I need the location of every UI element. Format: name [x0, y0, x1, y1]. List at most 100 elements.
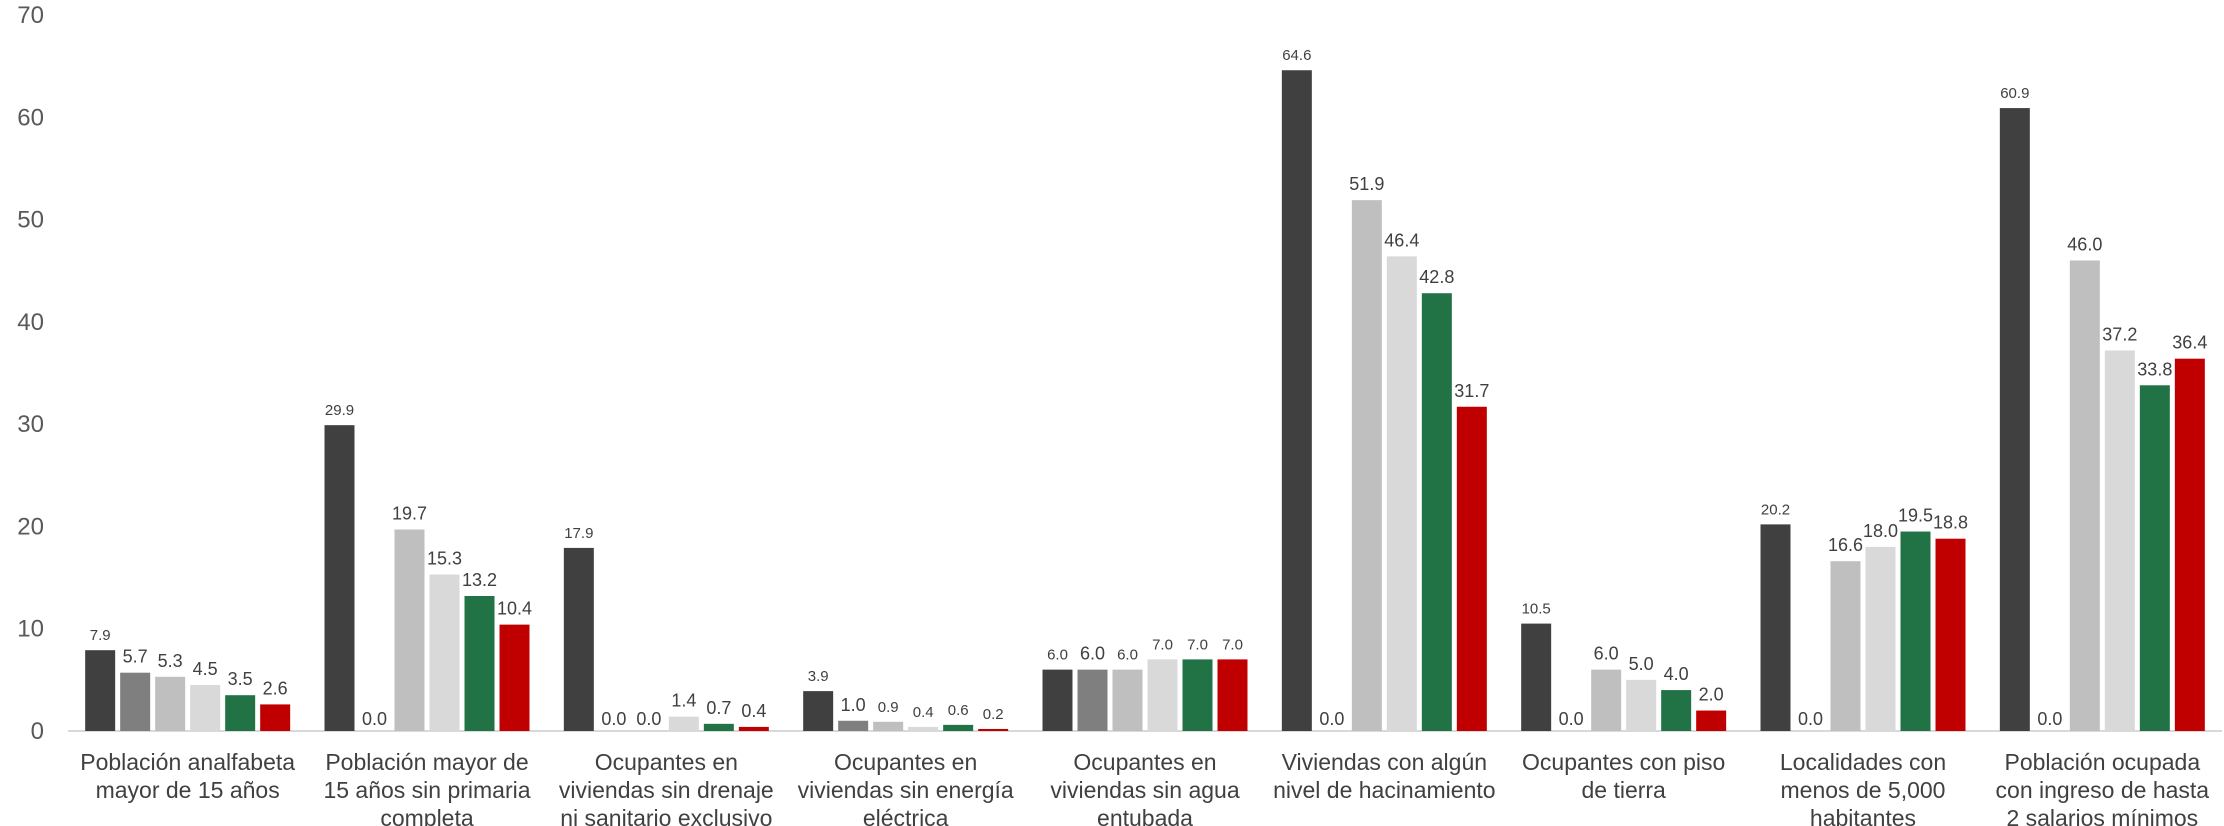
category-label: Población mayor de 15 años sin primaria co… [323, 749, 530, 826]
bar [499, 624, 530, 731]
data-label: 20.2 [1761, 501, 1790, 518]
bars [85, 70, 2205, 732]
data-label: 5.3 [158, 651, 183, 671]
data-label: 6.0 [1117, 647, 1138, 664]
data-label: 0.0 [1559, 709, 1584, 729]
category-label: Población analfabeta mayor de 15 años [80, 749, 295, 803]
category-label-line: completa [380, 805, 474, 826]
bar [1591, 669, 1622, 731]
bar [1281, 70, 1312, 732]
data-label: 64.6 [1282, 47, 1311, 64]
bar [394, 529, 425, 731]
data-label: 6.0 [1047, 647, 1068, 664]
data-label: 0.9 [878, 699, 899, 716]
data-label: 42.8 [1419, 267, 1454, 287]
bar [1935, 538, 1966, 731]
y-tick-label: 10 [17, 616, 44, 643]
bar [943, 724, 974, 731]
category-label-line: viviendas sin drenaje [559, 777, 774, 803]
bar [703, 723, 734, 731]
data-label: 18.8 [1933, 513, 1968, 533]
data-label: 17.9 [564, 525, 593, 542]
bar [1661, 690, 1692, 731]
data-label: 18.0 [1863, 521, 1898, 541]
bar [1182, 659, 1213, 731]
data-label: 19.7 [392, 503, 427, 523]
bar [1147, 659, 1178, 731]
bar [1217, 659, 1248, 731]
category-label-line: Ocupantes en [1073, 749, 1216, 775]
y-axis: 0 10 20 30 40 50 60 70 [17, 2, 44, 745]
category-label-line: Ocupantes en [834, 749, 977, 775]
bar [2069, 260, 2100, 731]
data-label: 46.4 [1384, 230, 1419, 250]
bar [1830, 561, 1861, 731]
data-label: 0.0 [2037, 709, 2062, 729]
data-label: 7.0 [1152, 636, 1173, 653]
category-label-line: de tierra [1581, 777, 1666, 803]
data-label: 15.3 [427, 549, 462, 569]
data-label: 7.9 [90, 627, 111, 644]
bar [190, 684, 221, 731]
y-tick-label: 50 [17, 207, 44, 234]
data-label: 1.0 [841, 695, 866, 715]
bar [1386, 256, 1417, 731]
bar [873, 721, 904, 731]
bar [464, 595, 495, 731]
bar [838, 720, 869, 731]
bar [1112, 669, 1143, 731]
bar [260, 704, 291, 731]
data-label: 5.7 [123, 647, 148, 667]
category-label-line: viviendas sin energía [798, 777, 1014, 803]
category-label-line: Localidades con [1780, 749, 1946, 775]
data-label: 4.5 [193, 659, 218, 679]
bar [1865, 546, 1896, 731]
data-label: 3.5 [228, 669, 253, 689]
bar [803, 691, 834, 731]
category-label: Ocupantes en viviendas sin agua entubada [1050, 749, 1239, 826]
y-tick-label: 30 [17, 411, 44, 438]
data-label: 33.8 [2137, 359, 2172, 379]
y-tick-label: 20 [17, 513, 44, 540]
data-label: 0.2 [983, 706, 1004, 723]
data-label: 37.2 [2102, 324, 2137, 344]
category-label: Población ocupada con ingreso de hasta 2 s… [1996, 749, 2210, 826]
bar [1999, 108, 2030, 731]
bar [1351, 200, 1382, 731]
category-label-line: menos de 5,000 [1781, 777, 1946, 803]
data-label: 0.0 [601, 709, 626, 729]
category-label: Ocupantes en viviendas sin energía eléctri… [798, 749, 1014, 826]
category-label: Viviendas con algún nivel de hacinamiento [1273, 749, 1495, 803]
category-label-line: nivel de hacinamiento [1273, 777, 1495, 803]
data-label: 1.4 [671, 691, 696, 711]
category-label-line: Ocupantes con piso [1522, 749, 1725, 775]
x-axis-categories: Población analfabeta mayor de 15 años Pobl… [80, 749, 2209, 826]
category-label-line: 2 salarios mínimos [2006, 805, 2198, 826]
data-label: 60.9 [2000, 85, 2029, 102]
y-tick-label: 0 [31, 718, 44, 745]
category-label-line: habitantes [1810, 805, 1916, 826]
bar [2139, 385, 2170, 731]
bar [1696, 710, 1727, 731]
data-label: 29.9 [325, 402, 354, 419]
category-label-line: Población mayor de [325, 749, 528, 775]
bar [85, 650, 116, 731]
category-label: Ocupantes en viviendas sin drenaje ni sani… [559, 749, 774, 826]
bar [225, 695, 256, 731]
bar [668, 716, 699, 731]
data-label: 0.0 [1319, 709, 1344, 729]
data-label: 16.6 [1828, 535, 1863, 555]
data-label: 6.0 [1080, 644, 1105, 664]
category-label-line: ni sanitario exclusivo [560, 805, 772, 826]
data-label: 2.6 [263, 678, 288, 698]
data-label: 3.9 [808, 668, 829, 685]
data-label: 0.7 [706, 698, 731, 718]
bar [2104, 350, 2135, 731]
bar [155, 676, 186, 731]
data-label: 31.7 [1454, 381, 1489, 401]
bar [1421, 293, 1452, 731]
category-label-line: eléctrica [863, 805, 949, 826]
bar [120, 672, 151, 731]
data-label: 19.5 [1898, 506, 1933, 526]
category-label-line: Viviendas con algún [1282, 749, 1487, 775]
